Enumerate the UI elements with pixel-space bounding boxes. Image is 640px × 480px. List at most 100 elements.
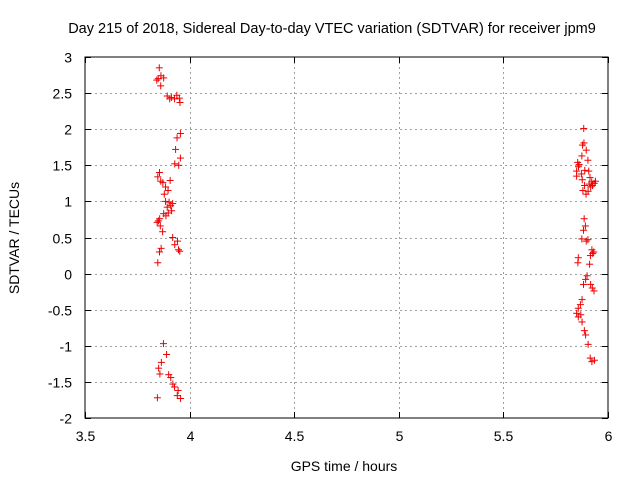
data-point <box>157 358 165 366</box>
data-point <box>578 296 586 304</box>
y-tick-label: -1 <box>60 339 73 355</box>
data-point <box>584 156 592 164</box>
data-point <box>171 383 179 391</box>
data-point <box>172 145 180 153</box>
data-point <box>584 340 592 348</box>
x-tick-label: 5 <box>396 428 404 444</box>
data-point <box>578 318 586 326</box>
data-point <box>582 146 590 154</box>
axis-ticks <box>85 57 609 419</box>
data-point <box>575 161 583 169</box>
data-point <box>155 64 163 72</box>
data-point <box>171 241 179 249</box>
x-tick-label: 4.5 <box>285 428 305 444</box>
data-point <box>580 280 588 288</box>
data-point <box>577 170 585 178</box>
data-point <box>580 124 588 132</box>
grid-lines <box>85 57 608 418</box>
y-tick-label: -2 <box>60 411 73 427</box>
x-axis-label: GPS time / hours <box>291 458 398 474</box>
data-point <box>586 354 594 362</box>
data-point <box>169 200 177 208</box>
data-point <box>581 222 589 230</box>
y-tick-label: 0.5 <box>53 231 73 247</box>
data-point <box>589 182 597 190</box>
data-points <box>153 64 599 403</box>
data-point <box>581 166 589 174</box>
data-point <box>159 340 167 348</box>
data-point <box>583 272 591 280</box>
data-point <box>590 248 598 256</box>
data-point <box>580 215 588 223</box>
data-point <box>175 94 183 102</box>
data-point <box>176 98 184 106</box>
data-point <box>573 172 581 180</box>
data-point <box>160 210 168 218</box>
data-point <box>175 246 183 254</box>
data-point <box>157 82 165 90</box>
data-point <box>167 374 175 382</box>
y-tick-label: 2.5 <box>53 86 73 102</box>
data-point <box>160 190 168 198</box>
data-point <box>588 284 596 292</box>
data-point <box>580 327 588 335</box>
data-point <box>164 187 172 195</box>
data-point <box>169 234 177 241</box>
data-point <box>584 187 592 195</box>
data-point <box>156 370 164 378</box>
data-point <box>580 226 588 234</box>
y-tick-label: 0 <box>64 267 72 283</box>
data-point <box>176 247 184 255</box>
data-point <box>162 197 170 205</box>
data-point <box>154 217 162 225</box>
data-point <box>177 395 185 403</box>
x-tick-label: 5.5 <box>494 428 514 444</box>
data-point <box>580 139 588 147</box>
x-tick-label: 4 <box>187 428 195 444</box>
data-point <box>167 93 175 101</box>
data-point <box>573 309 581 317</box>
y-tick-label: 1.5 <box>53 158 73 174</box>
data-point <box>590 287 598 295</box>
data-point <box>153 394 161 402</box>
y-tick-label: 2 <box>64 122 72 138</box>
data-point <box>585 167 593 175</box>
data-point <box>584 236 592 244</box>
data-point <box>154 259 162 267</box>
plot-frame <box>84 56 609 419</box>
data-point <box>578 176 586 184</box>
data-point <box>171 95 179 103</box>
data-point <box>154 173 162 181</box>
data-point <box>586 260 594 268</box>
data-point <box>163 203 171 211</box>
data-point <box>166 176 174 184</box>
data-point <box>590 356 598 364</box>
data-point <box>162 183 170 191</box>
data-point <box>176 130 184 138</box>
data-point <box>155 169 163 177</box>
data-point <box>171 160 179 168</box>
data-point <box>175 161 183 169</box>
data-point <box>587 280 595 288</box>
data-point <box>155 364 163 372</box>
y-tick-label: 3 <box>64 50 72 66</box>
x-tick-label: 6 <box>605 428 613 444</box>
data-point <box>159 179 167 187</box>
data-point <box>173 134 181 142</box>
y-axis-label: SDTVAR / TECUs <box>6 182 22 294</box>
data-point <box>586 252 594 260</box>
data-point <box>169 380 177 388</box>
data-point <box>165 198 173 206</box>
data-point <box>582 331 590 339</box>
tick-labels: 3.5 4 4.5 5 5.5 6 -2 -1.5 -1 -0.5 0 0.5 1 1.5 2 2.5 3 <box>48 50 613 445</box>
chart-title: Day 215 of 2018, Sidereal Day-to-day VTE… <box>68 21 596 37</box>
data-point <box>155 248 163 256</box>
data-point <box>163 350 171 358</box>
data-point <box>578 152 586 160</box>
data-point <box>582 275 590 283</box>
data-point <box>578 235 586 243</box>
y-tick-label: -1.5 <box>48 375 72 391</box>
data-point <box>579 187 587 195</box>
data-point <box>586 174 594 182</box>
